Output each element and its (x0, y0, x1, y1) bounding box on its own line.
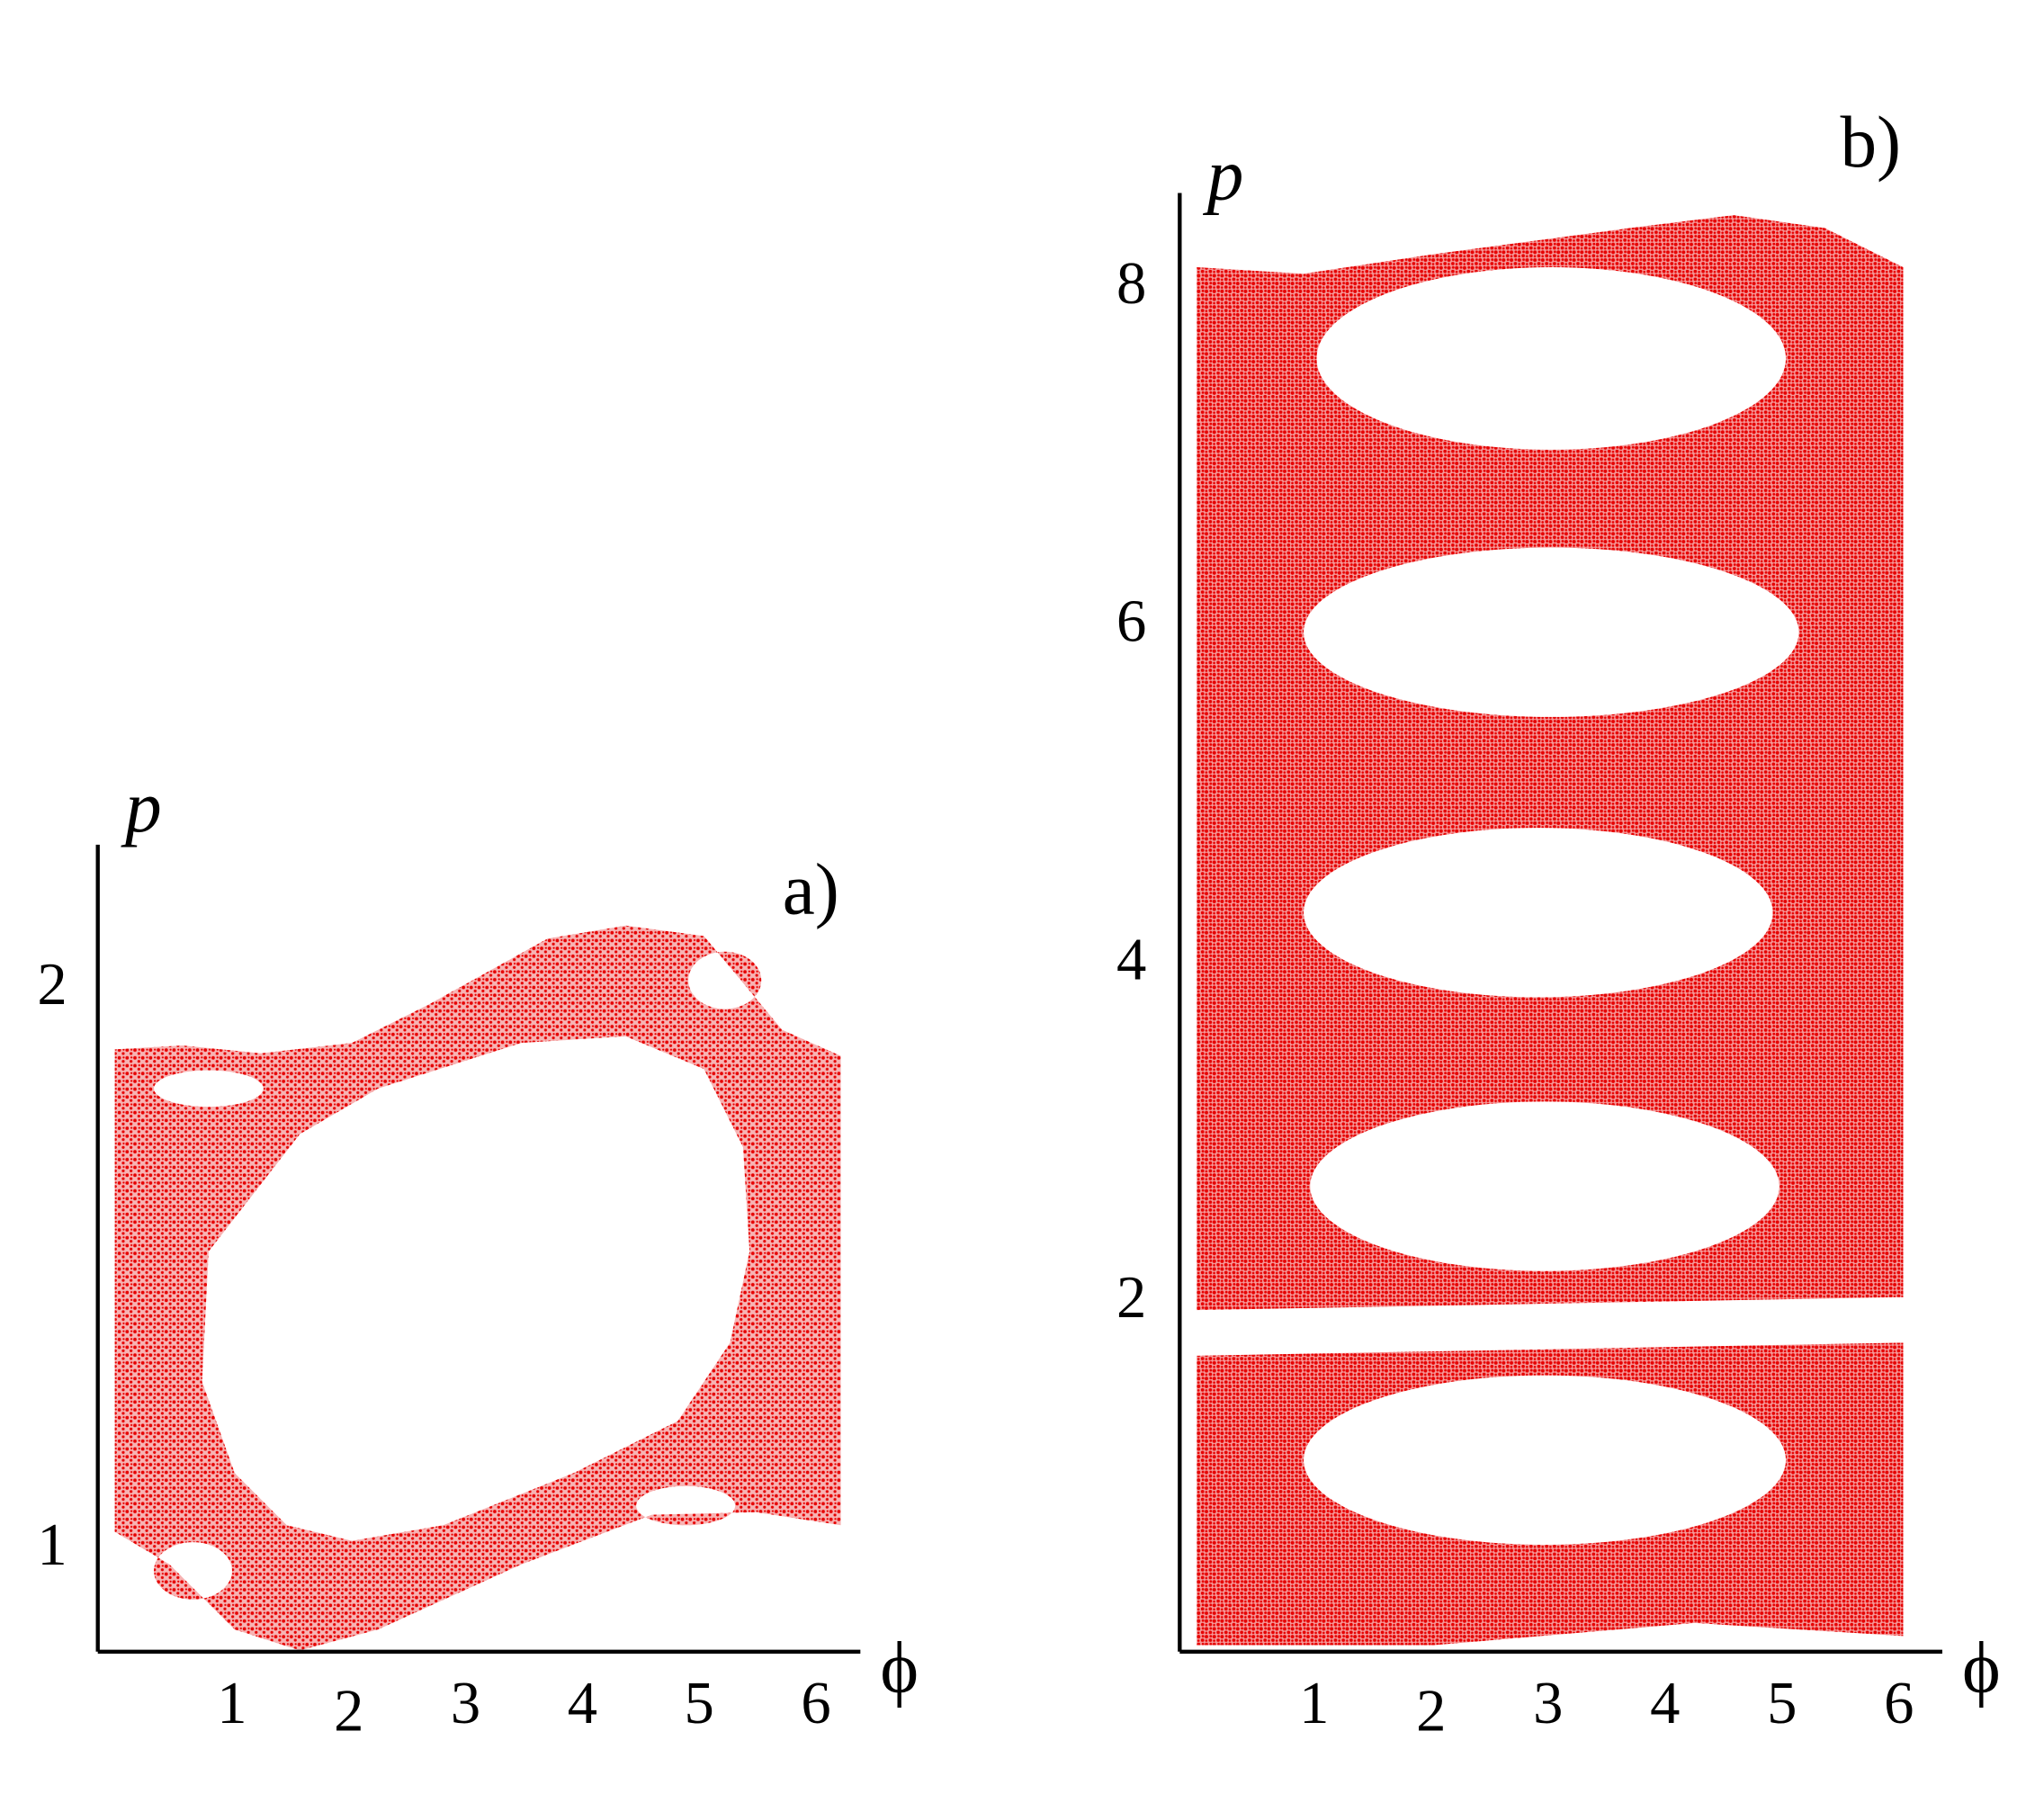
x-tick-label: 1 (217, 1671, 247, 1736)
y-tick-label: 8 (1116, 251, 1146, 317)
panel-label: b) (1840, 102, 1901, 183)
x-tick-label: 5 (1767, 1671, 1797, 1736)
x-tick-label: 3 (451, 1671, 480, 1736)
y-tick-label: 4 (1116, 927, 1146, 992)
y-tick-label: 1 (37, 1512, 67, 1578)
y-tick-label: 2 (1116, 1265, 1146, 1331)
point-cloud (1197, 215, 1904, 1646)
point-cloud (114, 925, 841, 1651)
x-tick-label: 2 (334, 1679, 363, 1745)
x-axis-label: ϕ (880, 1627, 919, 1708)
x-tick-label: 5 (685, 1671, 714, 1736)
x-tick-label: 6 (1884, 1671, 1914, 1736)
x-axis-label: ϕ (1962, 1627, 2001, 1708)
y-tick-label: 6 (1116, 589, 1146, 655)
x-tick-label: 2 (1416, 1679, 1446, 1745)
y-axis-label: p (121, 767, 162, 848)
x-tick-label: 6 (801, 1671, 830, 1736)
x-tick-label: 4 (1650, 1671, 1680, 1736)
panel-label: a) (783, 848, 839, 929)
x-tick-label: 4 (568, 1671, 597, 1736)
x-tick-label: 3 (1533, 1671, 1563, 1736)
x-tick-label: 1 (1299, 1671, 1329, 1736)
y-axis-label: p (1203, 134, 1244, 215)
y-tick-label: 2 (37, 952, 67, 1018)
